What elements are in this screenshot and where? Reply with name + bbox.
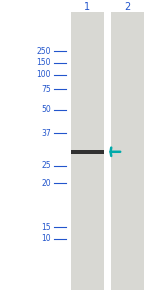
- Text: 20: 20: [41, 179, 51, 188]
- Text: 250: 250: [36, 47, 51, 56]
- Text: 37: 37: [41, 129, 51, 138]
- Text: 75: 75: [41, 85, 51, 94]
- Text: 50: 50: [41, 105, 51, 114]
- Text: 25: 25: [41, 161, 51, 170]
- Text: 2: 2: [124, 2, 131, 12]
- Text: 150: 150: [36, 59, 51, 67]
- Text: 1: 1: [84, 2, 90, 12]
- Bar: [70, 150, 104, 154]
- Text: 100: 100: [36, 70, 51, 79]
- Bar: [70, 12, 104, 290]
- Bar: [111, 12, 144, 290]
- Text: 15: 15: [41, 223, 51, 231]
- Text: 10: 10: [41, 234, 51, 243]
